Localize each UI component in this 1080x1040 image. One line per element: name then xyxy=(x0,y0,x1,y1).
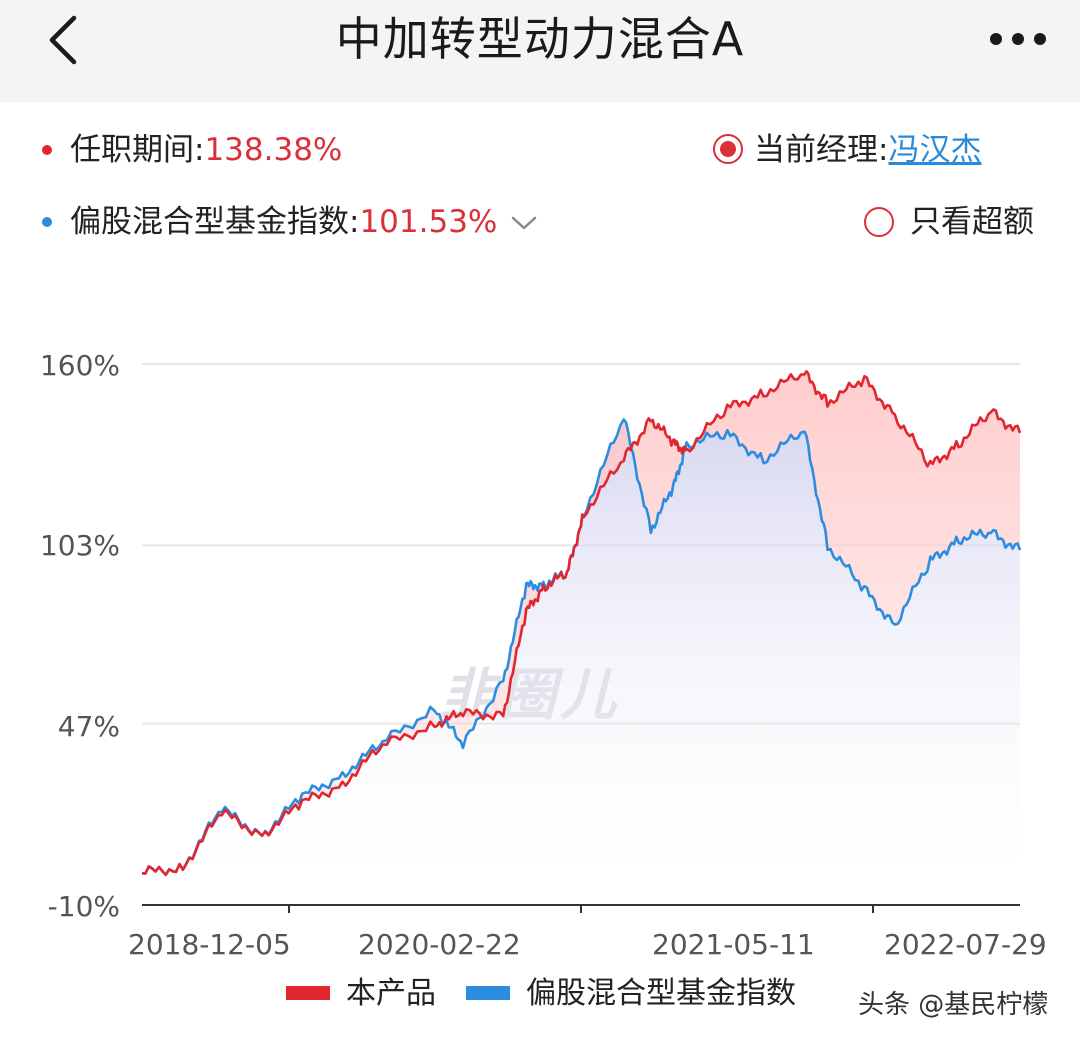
legend-label: 偏股混合型基金指数 xyxy=(526,976,796,1011)
page-title: 中加转型动力混合A xyxy=(335,12,745,66)
x-tick-label: 2021-05-11 xyxy=(652,928,815,961)
excess-only-radio[interactable] xyxy=(864,207,894,237)
manager-name-link[interactable]: 冯汉杰 xyxy=(888,132,982,168)
manager-radio[interactable] xyxy=(713,134,743,164)
excess-only-label[interactable]: 只看超额 xyxy=(910,204,1034,240)
legend-label: 本产品 xyxy=(346,976,436,1011)
tenure-return: 任职期间:138.38% xyxy=(42,130,342,170)
series-lines xyxy=(141,370,1022,877)
top-bar: 中加转型动力混合A xyxy=(0,0,1080,102)
legend-index[interactable]: 偏股混合型基金指数 xyxy=(466,976,796,1012)
y-tick-label: -10% xyxy=(47,890,120,923)
index-label: 偏股混合型基金指数: xyxy=(70,204,360,240)
y-tick-label: 47% xyxy=(57,710,120,743)
legend-product[interactable]: 本产品 xyxy=(286,976,436,1012)
legend-swatch-red xyxy=(286,985,330,1000)
legend-swatch-blue xyxy=(466,985,510,1000)
back-icon[interactable] xyxy=(40,14,90,66)
y-tick-label: 160% xyxy=(39,349,120,382)
tenure-label: 任职期间: xyxy=(70,132,205,168)
x-axis xyxy=(142,904,1020,913)
manager-label: 当前经理: xyxy=(754,132,889,168)
index-return[interactable]: 偏股混合型基金指数:101.53% xyxy=(42,202,537,244)
index-area xyxy=(142,419,1020,905)
tenure-value: 138.38% xyxy=(204,132,343,168)
blue-dot-icon xyxy=(42,216,52,227)
product-line xyxy=(141,370,1022,877)
x-tick-label: 2020-02-22 xyxy=(358,928,521,961)
x-tick-label: 2022-07-29 xyxy=(884,928,1047,961)
y-tick-label: 103% xyxy=(39,529,120,562)
area-fills xyxy=(142,371,1020,905)
index-line xyxy=(141,418,1022,877)
x-tick-label: 2018-12-05 xyxy=(128,928,291,961)
current-manager: 当前经理:冯汉杰 xyxy=(754,130,981,170)
footer-credit: 头条 @基民柠檬 xyxy=(858,990,1049,1020)
index-value: 101.53% xyxy=(359,204,498,240)
chevron-down-icon[interactable] xyxy=(511,201,537,241)
red-dot-icon xyxy=(42,144,52,155)
more-menu-icon[interactable] xyxy=(986,24,1050,54)
